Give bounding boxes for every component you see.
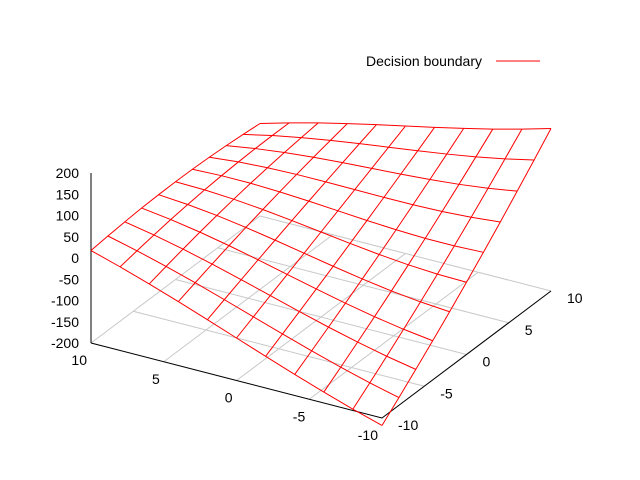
z-tick-label: -50 — [59, 271, 79, 287]
z-tick-label: -100 — [51, 293, 79, 309]
surface-line — [119, 122, 290, 268]
surface-line — [323, 128, 494, 393]
x-tick-label: -5 — [293, 408, 306, 424]
surface-line — [226, 145, 518, 192]
surface-line — [352, 128, 523, 410]
y-tick-label: 10 — [567, 290, 583, 306]
x-tick-label: -10 — [358, 427, 378, 443]
z-tick-label: -150 — [51, 314, 79, 330]
surface-line — [148, 122, 319, 285]
surface-line — [175, 181, 467, 283]
surface-line — [141, 207, 433, 342]
surface-line — [209, 156, 501, 223]
surface-line — [243, 133, 535, 161]
z-tick-label: 0 — [71, 250, 79, 266]
surface-line — [124, 221, 417, 370]
z-tick-label: 200 — [56, 165, 80, 181]
y-tick-label: -10 — [398, 417, 418, 433]
y-tick-label: 5 — [525, 322, 533, 338]
z-tick-label: -200 — [51, 335, 79, 351]
surface-line — [90, 123, 261, 251]
base-gridline — [217, 247, 509, 324]
tick-labels: 200150100500-50-100-150-2001050-5-10-10-… — [51, 165, 583, 443]
base-gridline — [133, 310, 425, 387]
base-gridline — [259, 215, 552, 292]
y-tick-label: -5 — [440, 385, 453, 401]
z-tick-label: 150 — [56, 186, 80, 202]
surface-line — [158, 194, 450, 313]
x-tick-label: 5 — [152, 371, 160, 387]
z-tick-label: 50 — [63, 229, 79, 245]
x-tick-label: 0 — [225, 390, 233, 406]
base-axis-edges — [90, 290, 552, 419]
legend: Decision boundary — [366, 53, 540, 69]
surface-line — [192, 168, 484, 253]
surface-line — [259, 122, 552, 130]
legend-label: Decision boundary — [366, 53, 482, 69]
y-tick-label: 0 — [483, 354, 491, 370]
surface-line — [265, 127, 436, 357]
base-gridline — [175, 279, 467, 355]
surface-line — [90, 250, 383, 426]
surface-line — [294, 128, 465, 375]
surface-mesh — [90, 122, 552, 426]
surface-line — [107, 235, 400, 399]
z-tick-label: 100 — [56, 208, 80, 224]
plot-axes — [90, 173, 552, 419]
x-tick-label: 10 — [71, 352, 87, 368]
base-grid — [90, 215, 552, 419]
